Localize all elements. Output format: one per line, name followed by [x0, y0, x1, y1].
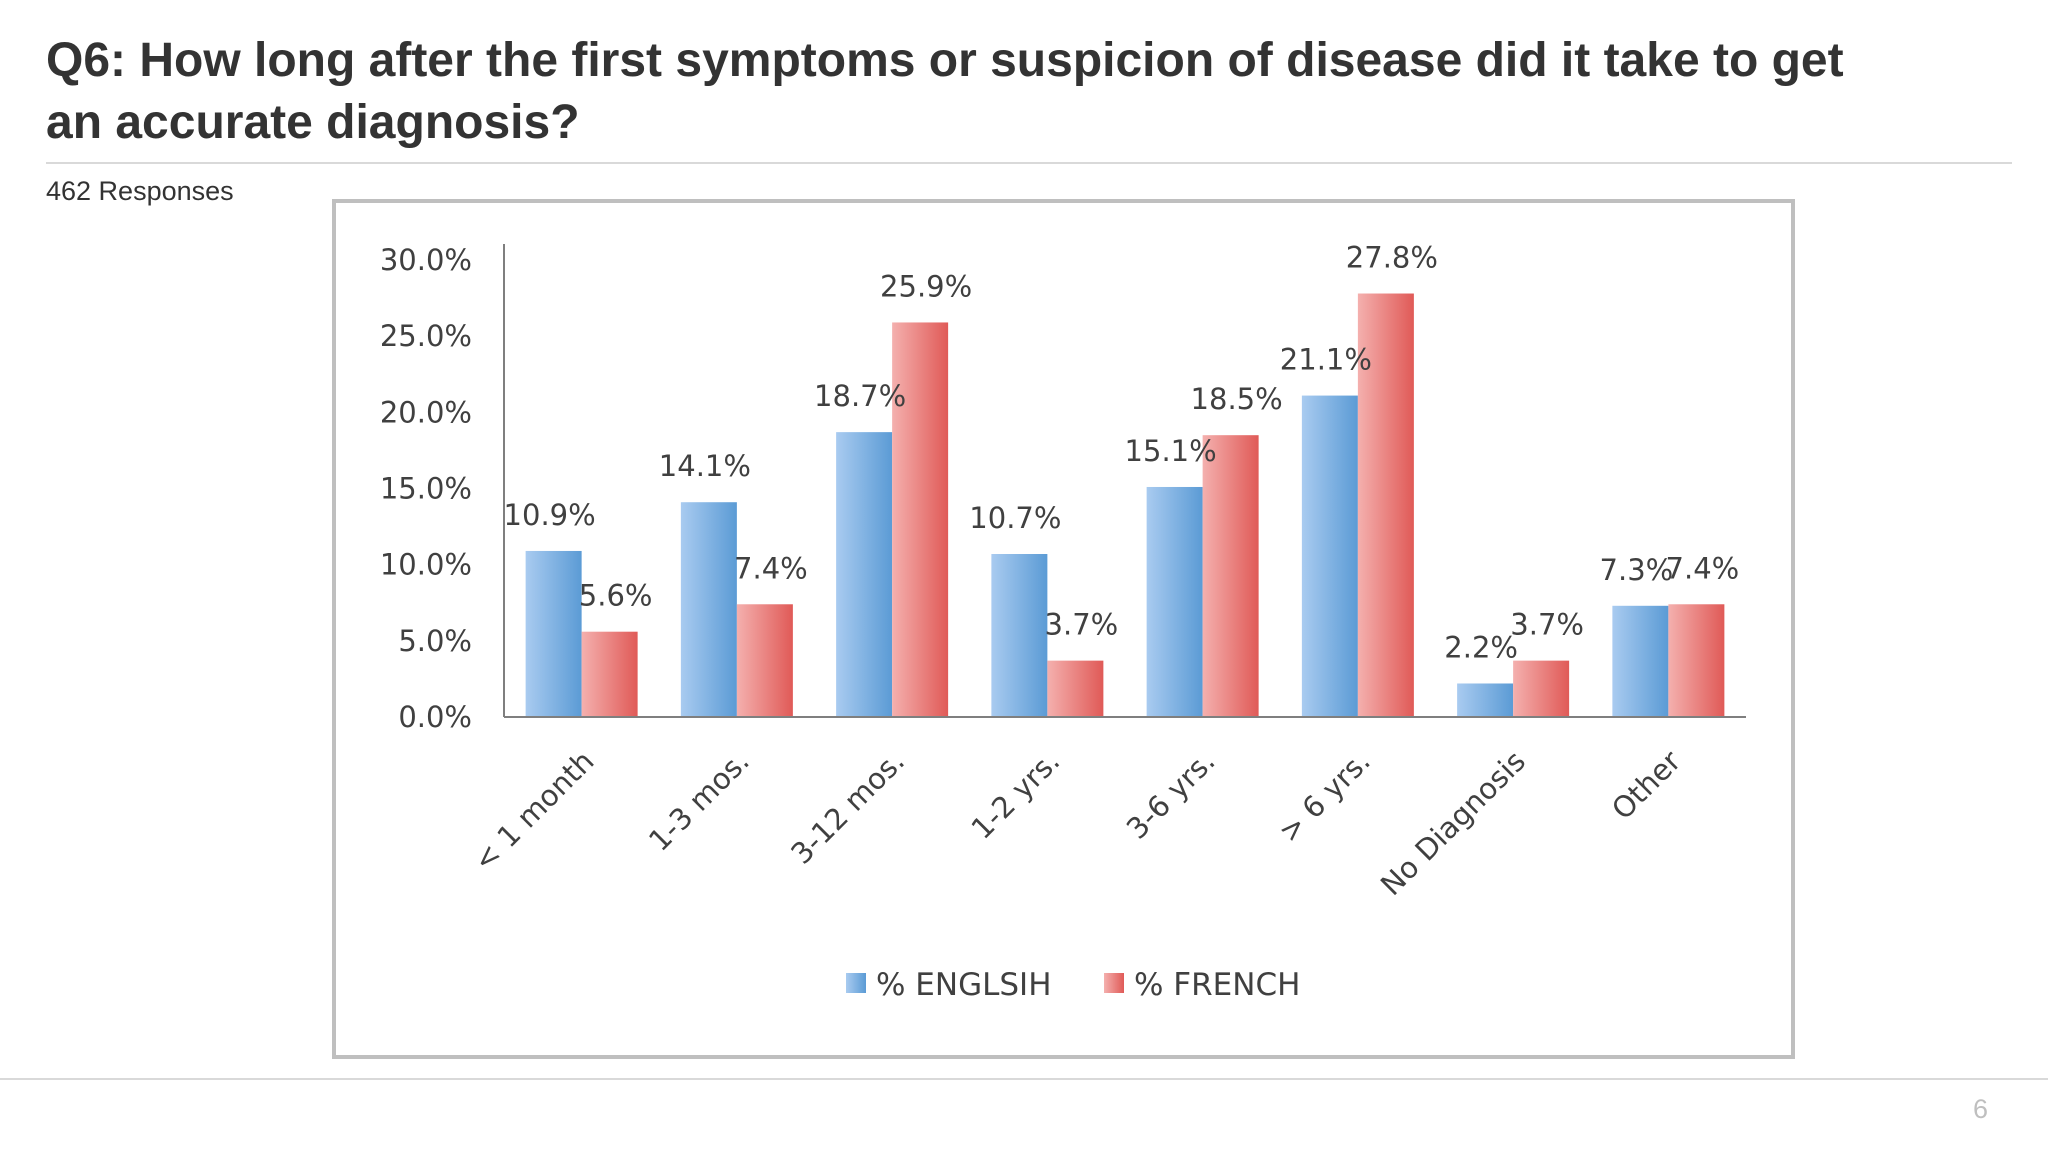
slide-title: Q6: How long after the first symptoms or… — [46, 34, 1844, 149]
y-tick-label: 5.0% — [398, 624, 472, 658]
data-label-french: 5.6% — [579, 579, 653, 613]
legend-french-label: % FRENCH — [1134, 967, 1300, 1003]
x-tick-label: 1-3 mos. — [642, 744, 756, 858]
data-label-english: 14.1% — [659, 449, 751, 483]
bar-english — [680, 502, 737, 717]
legend-english-label: % ENGLSIH — [876, 967, 1052, 1003]
data-label-french: 25.9% — [880, 269, 972, 303]
x-tick-label: < 1 month — [467, 744, 601, 878]
page-number: 6 — [1972, 1094, 1988, 1124]
bar-english — [1457, 683, 1514, 717]
bar-english — [1301, 395, 1358, 717]
bar-english — [1612, 605, 1669, 717]
data-label-english: 2.2% — [1444, 630, 1518, 664]
x-tick-label: 1-2 yrs. — [965, 744, 1067, 846]
data-label-english: 15.1% — [1125, 434, 1217, 468]
legend: % ENGLSIH % FRENCH — [846, 967, 1300, 1003]
x-tick-label: No Diagnosis — [1374, 744, 1532, 902]
bar-english — [836, 432, 893, 717]
footer-divider — [0, 1078, 2048, 1080]
data-label-french: 3.7% — [1510, 608, 1584, 642]
y-tick-label: 30.0% — [380, 243, 472, 277]
data-label-french: 18.5% — [1191, 382, 1283, 416]
bar-french — [1202, 435, 1259, 717]
legend-french-swatch — [1104, 973, 1124, 993]
y-tick-label: 0.0% — [398, 700, 472, 734]
bar-french — [1047, 660, 1104, 717]
x-tick-label: Other — [1605, 744, 1687, 826]
bar-chart: 0.0% 5.0% 10.0% 15.0% 20.0% 25.0% 30.0% 10.9% 5… — [380, 241, 1746, 1003]
bar-english — [525, 550, 582, 717]
title-divider — [46, 162, 2012, 164]
bar-french — [892, 322, 949, 717]
y-tick-label: 15.0% — [380, 472, 472, 506]
data-label-english: 10.7% — [969, 501, 1061, 535]
data-label-english: 18.7% — [814, 379, 906, 413]
y-tick-label: 25.0% — [380, 319, 472, 353]
data-labels: 10.9% 5.6% 14.1% 7.4% 18.7% 25.9% 10.7% 3.7% 15.… — [504, 241, 1740, 665]
bar-french — [736, 604, 793, 717]
data-label-english: 10.9% — [504, 498, 596, 532]
y-axis: 0.0% 5.0% 10.0% 15.0% 20.0% 25.0% 30.0% — [380, 243, 505, 734]
bar-english — [991, 554, 1048, 717]
legend-english-swatch — [846, 973, 866, 993]
data-label-french: 27.8% — [1346, 241, 1438, 275]
bar-french — [1668, 604, 1725, 717]
x-tick-label: > 6 yrs. — [1272, 744, 1377, 849]
y-tick-label: 20.0% — [380, 395, 472, 429]
data-label-french: 7.4% — [734, 551, 808, 585]
bar-french — [1513, 660, 1570, 717]
bar-english — [1146, 486, 1203, 717]
x-tick-label: 3-12 mos. — [784, 744, 911, 871]
bar-french — [1357, 293, 1414, 717]
data-label-english: 21.1% — [1280, 343, 1372, 377]
bar-french — [581, 631, 638, 717]
data-label-english: 7.3% — [1600, 553, 1674, 587]
data-label-french: 3.7% — [1045, 608, 1119, 642]
chart-frame: 0.0% 5.0% 10.0% 15.0% 20.0% 25.0% 30.0% 10.9% 5… — [332, 199, 1795, 1059]
bars — [525, 293, 1725, 717]
x-tick-label: 3-6 yrs. — [1120, 744, 1222, 846]
response-count: 462 Responses — [46, 176, 234, 206]
y-tick-label: 10.0% — [380, 548, 472, 582]
data-label-french: 7.4% — [1666, 551, 1740, 585]
x-axis: < 1 month 1-3 mos. 3-12 mos. 1-2 yrs. 3-6 yr… — [467, 716, 1746, 902]
